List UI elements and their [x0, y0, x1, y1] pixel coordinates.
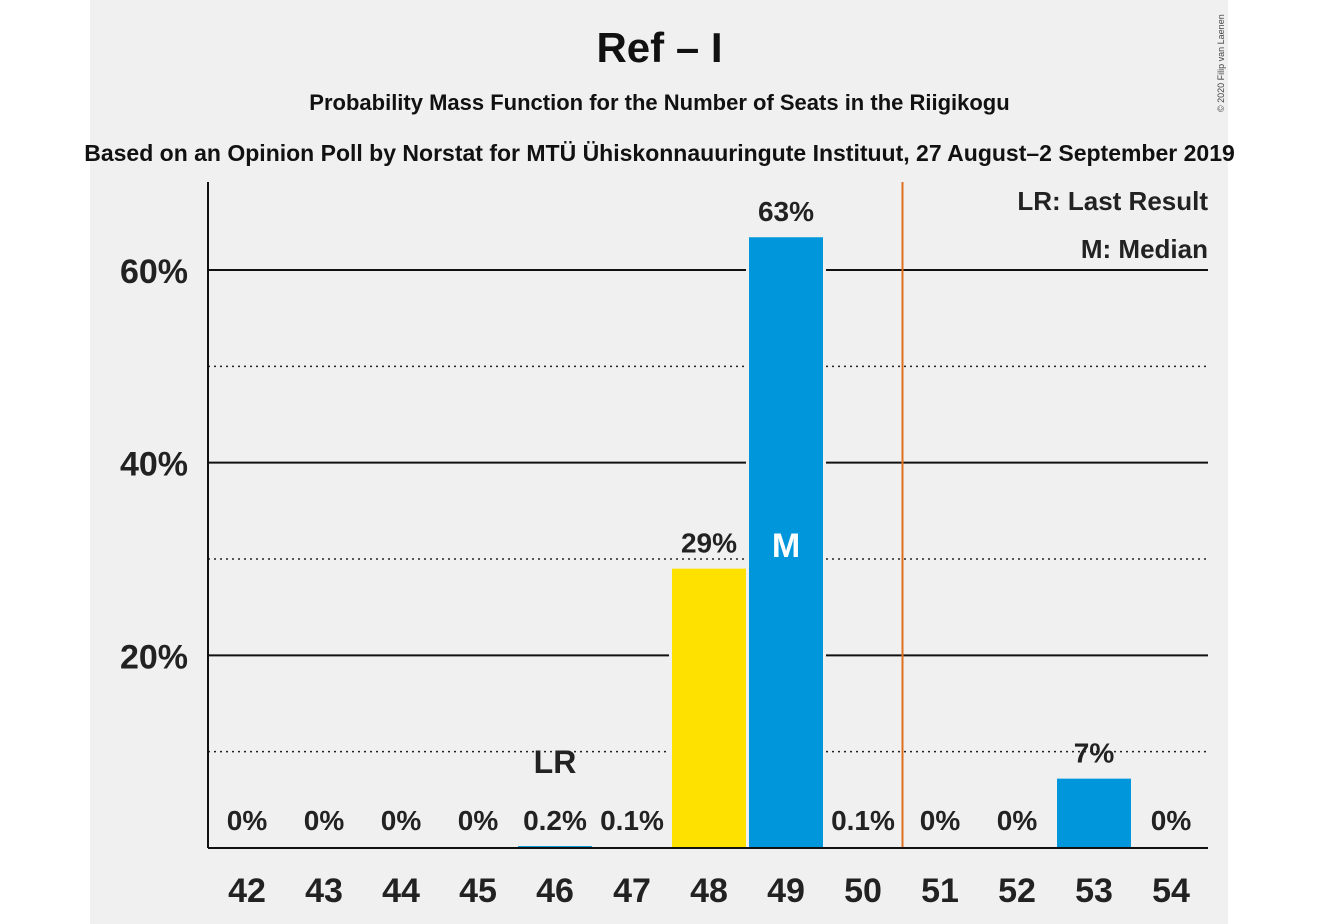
x-tick-label: 50 [844, 872, 882, 910]
value-label-seat-49: 63% [758, 196, 814, 227]
bar-gap-left [1054, 778, 1057, 848]
bar-seat-53 [1057, 778, 1131, 848]
chart-source-subtitle: Based on an Opinion Poll by Norstat for … [84, 140, 1235, 166]
x-tick-label: 42 [228, 872, 266, 910]
value-label-seat-43: 0% [304, 805, 345, 836]
y-tick-label: 20% [120, 638, 188, 676]
value-label-seat-54: 0% [1151, 805, 1192, 836]
x-tick-label: 45 [459, 872, 497, 910]
x-tick-label: 54 [1152, 872, 1190, 910]
x-tick-label: 51 [921, 872, 959, 910]
value-label-seat-44: 0% [381, 805, 422, 836]
bar-gap-right [1131, 778, 1134, 848]
value-label-seat-47: 0.1% [600, 805, 664, 836]
bar-gap-left [746, 237, 749, 848]
x-tick-label: 48 [690, 872, 728, 910]
last-result-marker: LR [534, 744, 577, 780]
x-tick-label: 44 [382, 872, 420, 910]
x-tick-label: 46 [536, 872, 574, 910]
chart-subtitle: Probability Mass Function for the Number… [309, 90, 1010, 115]
value-label-seat-42: 0% [227, 805, 268, 836]
median-marker: M [772, 527, 800, 565]
x-tick-label: 49 [767, 872, 805, 910]
value-label-seat-50: 0.1% [831, 805, 895, 836]
value-label-seat-52: 0% [997, 805, 1038, 836]
bar-seat-48 [672, 568, 746, 848]
bar-gap-left [669, 568, 672, 848]
value-label-seat-48: 29% [681, 528, 737, 559]
bar-seat-49 [749, 237, 823, 848]
value-label-seat-45: 0% [458, 805, 499, 836]
value-label-seat-51: 0% [920, 805, 961, 836]
y-tick-label: 40% [120, 446, 188, 484]
legend-entry: M: Median [1081, 234, 1208, 264]
x-tick-label: 53 [1075, 872, 1113, 910]
x-tick-label: 47 [613, 872, 651, 910]
value-label-seat-53: 7% [1074, 738, 1115, 769]
chart-title: Ref – I [596, 24, 723, 71]
x-tick-label: 52 [998, 872, 1036, 910]
bar-gap-right [823, 237, 826, 848]
y-tick-label: 60% [120, 253, 188, 291]
x-tick-label: 43 [305, 872, 343, 910]
legend-entry: LR: Last Result [1017, 186, 1208, 216]
value-label-seat-46: 0.2% [523, 805, 587, 836]
